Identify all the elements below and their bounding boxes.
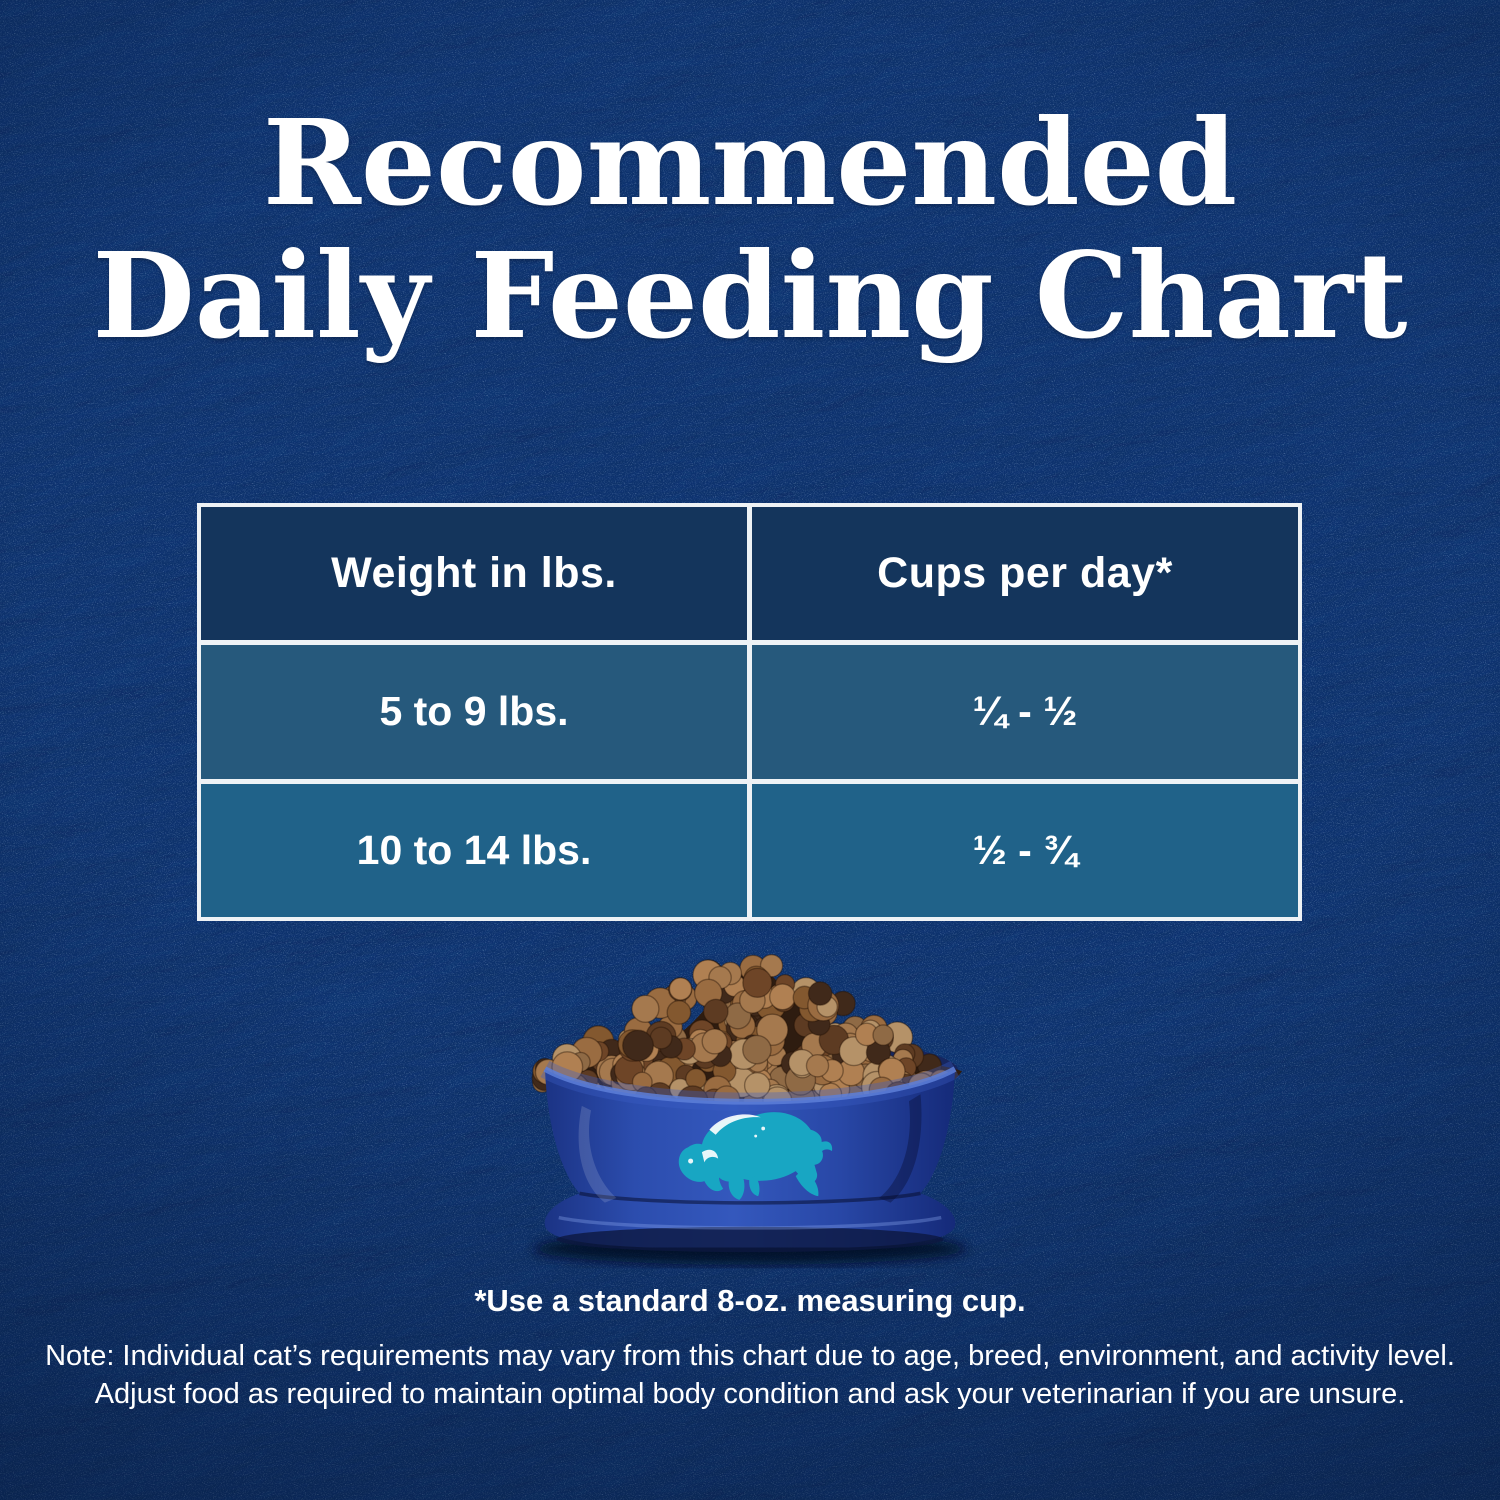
- table-header-weight: Weight in lbs.: [201, 507, 747, 641]
- buffalo-icon: [678, 1112, 833, 1200]
- page-title: Recommended Daily Feeding Chart: [0, 96, 1500, 363]
- feeding-table: Weight in lbs. Cups per day* 5 to 9 lbs.…: [197, 503, 1302, 921]
- table-row-1-weight: 10 to 14 lbs.: [201, 783, 747, 917]
- table-row-0-cups: ¼ - ½: [752, 645, 1298, 779]
- title-line-2: Daily Feeding Chart: [92, 226, 1408, 366]
- title-line-1: Recommended: [262, 93, 1238, 232]
- note-line-1: Note: Individual cat’s requirements may …: [45, 1340, 1455, 1372]
- note-line-2: Adjust food as required to maintain opti…: [94, 1378, 1406, 1410]
- measuring-cup-footnote: *Use a standard 8-oz. measuring cup.: [474, 1283, 1026, 1318]
- table-row-1-cups: ½ - ¾: [752, 783, 1298, 917]
- table-row-0-weight: 5 to 9 lbs.: [201, 645, 747, 779]
- feeding-note: Note: Individual cat’s requirements may …: [0, 1337, 1500, 1413]
- bowl-illustration: [462, 896, 1038, 1288]
- table-header-cups: Cups per day*: [752, 507, 1298, 641]
